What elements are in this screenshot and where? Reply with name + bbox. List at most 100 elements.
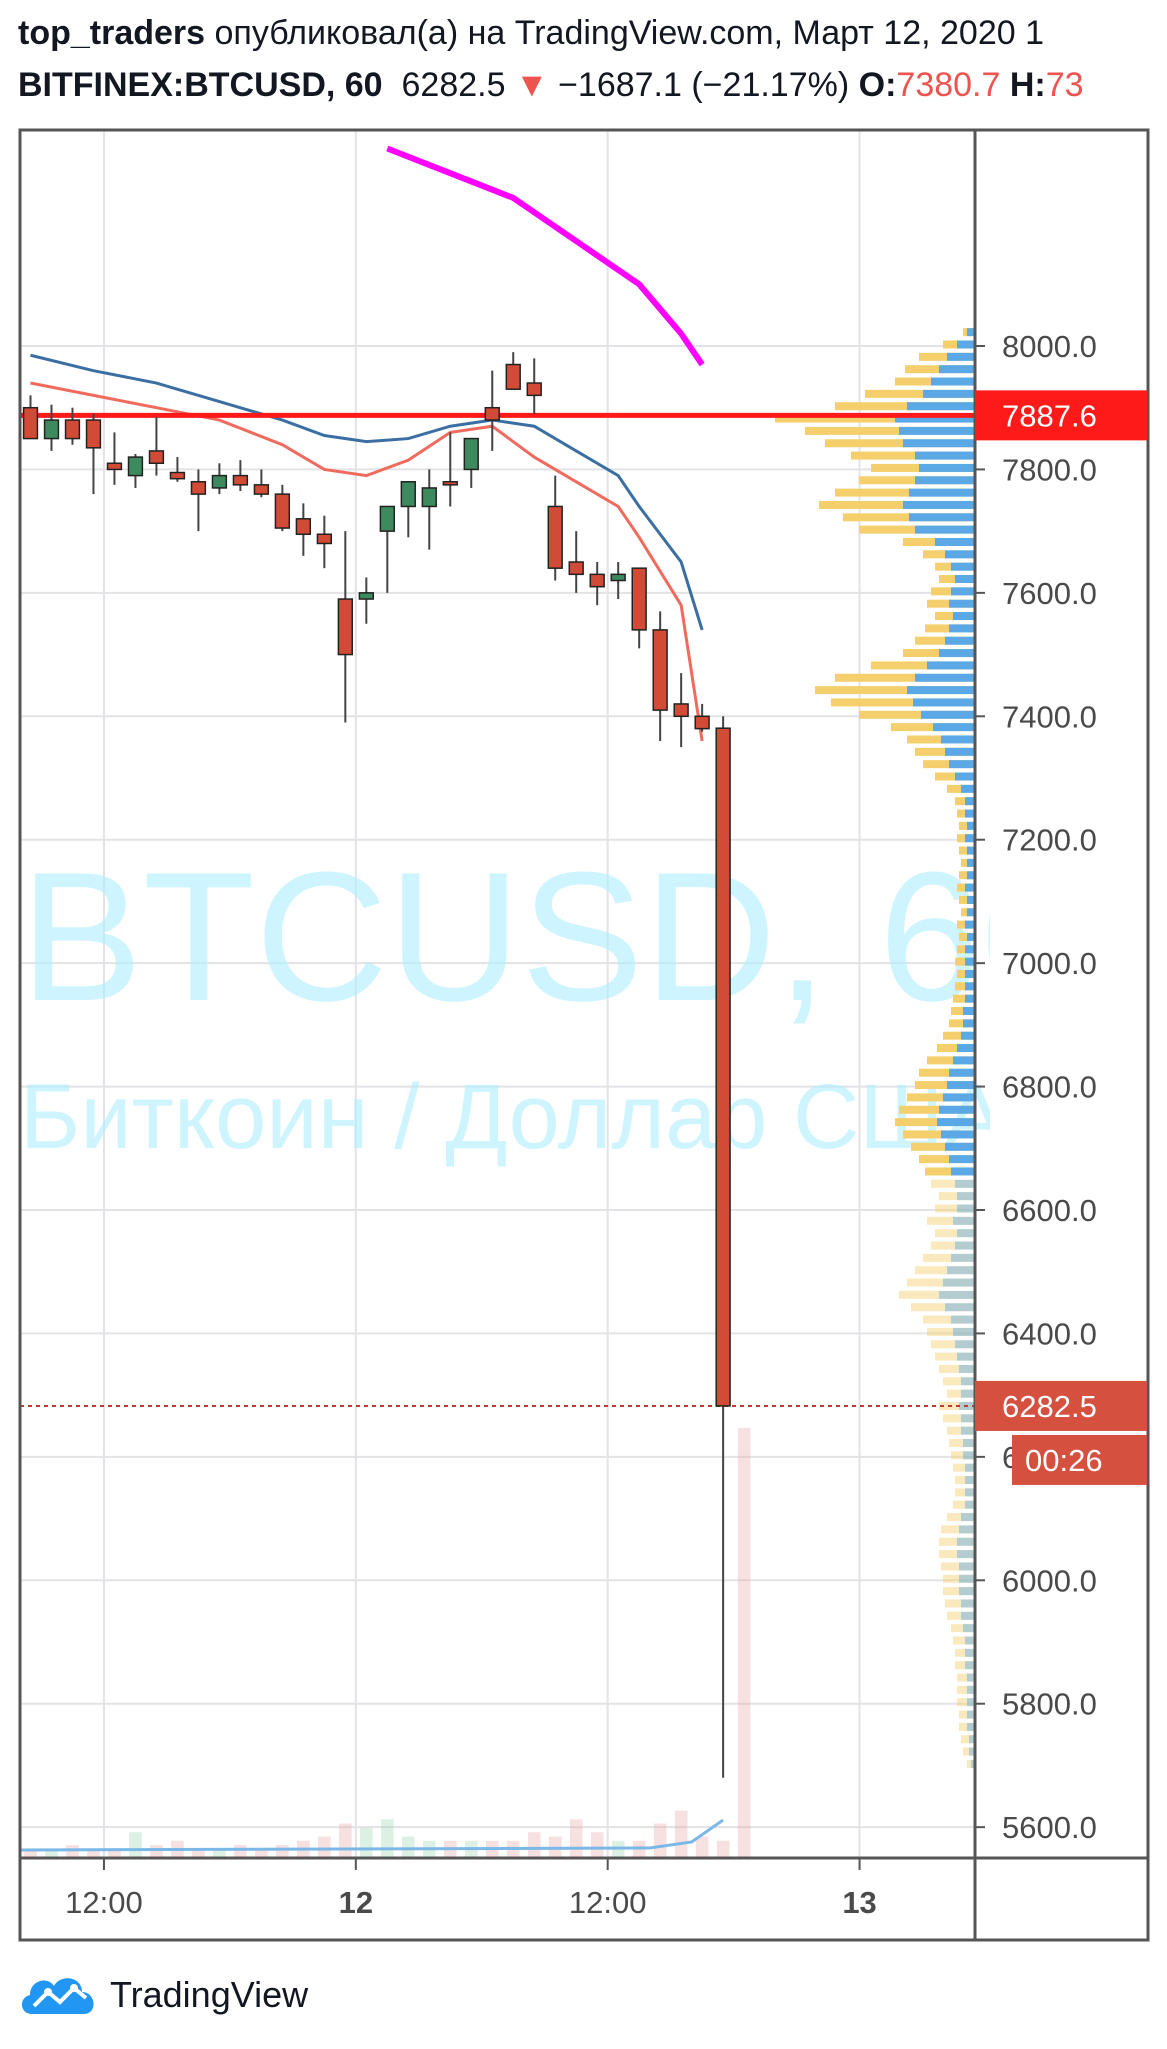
- volume-profile-bar: [953, 1463, 975, 1472]
- volume-profile-bar: [953, 1636, 975, 1645]
- volume-profile-bar: [955, 772, 975, 781]
- candlesticks: [22, 352, 731, 1778]
- price-change: −1687.1 (−21.17%): [558, 66, 850, 104]
- volume-profile-bar: [961, 1426, 975, 1435]
- volume-profile-bar: [941, 1562, 975, 1571]
- author-name[interactable]: top_traders: [18, 14, 206, 52]
- volume-profile-bar: [947, 1389, 975, 1398]
- volume-profile-bar: [967, 1710, 975, 1719]
- volume-profile-bar: [969, 1747, 975, 1756]
- volume-bar: [87, 1849, 100, 1858]
- volume-profile-bar: [957, 340, 975, 349]
- volume-profile-bar: [931, 377, 975, 386]
- tradingview-logo[interactable]: TradingView: [18, 1970, 308, 2020]
- volume-profile-bar: [927, 1216, 975, 1225]
- volume-profile-bar: [919, 1155, 975, 1164]
- volume-profile-bar: [957, 1229, 975, 1238]
- volume-profile-bar: [915, 525, 975, 534]
- volume-profile-bar: [923, 1253, 975, 1262]
- volume-profile-bar: [965, 1500, 975, 1509]
- price-tick-label: 6800.0: [1002, 1070, 1097, 1105]
- candle-body: [505, 363, 521, 390]
- volume-profile-bar: [961, 1389, 975, 1398]
- open-value: 7380.7: [896, 66, 1001, 104]
- volume-bar: [276, 1845, 289, 1858]
- volume-profile-bar: [967, 895, 975, 904]
- volume-bar: [737, 1428, 751, 1858]
- volume-bar: [695, 1836, 709, 1858]
- volume-profile-bar: [937, 1118, 975, 1127]
- price-tick-label: 5600.0: [1002, 1810, 1097, 1845]
- volume-profile-bar: [945, 636, 975, 645]
- volume-profile-bar: [835, 402, 975, 411]
- volume-profile-bar: [927, 1327, 975, 1336]
- volume-profile-bar: [963, 1747, 975, 1756]
- volume-profile-bar: [947, 1513, 975, 1522]
- volume-profile-bar: [951, 562, 975, 571]
- volume-profile-bar: [959, 1525, 975, 1534]
- candle-body: [232, 474, 249, 486]
- volume-profile-bar: [957, 1537, 975, 1546]
- ma-blue-line: [30, 353, 704, 631]
- volume-profile-bar: [967, 1722, 975, 1731]
- volume-profile-bar: [931, 1340, 975, 1349]
- volume-bar: [318, 1836, 331, 1858]
- volume-profile-bar: [911, 1303, 975, 1312]
- volume-profile-bar: [953, 1327, 975, 1336]
- volume-profile-bar: [957, 1550, 975, 1559]
- volume-profile-bar: [961, 1377, 975, 1386]
- time-axis: 12:00 12 12:00 13: [65, 1858, 877, 1920]
- volume-profile-bar: [965, 994, 975, 1003]
- volume-profile-bar: [967, 1673, 975, 1682]
- volume-profile-bar: [959, 1574, 975, 1583]
- volume-profile-bar: [935, 1352, 975, 1361]
- volume-profile-bar: [965, 1463, 975, 1472]
- ma-magenta-line: [386, 145, 705, 367]
- candle-body: [22, 406, 39, 440]
- volume-profile-bar: [965, 1476, 975, 1485]
- volume-profile-bar: [935, 1204, 975, 1213]
- volume-bar: [234, 1845, 247, 1858]
- volume-profile-bar: [923, 389, 975, 398]
- volume-profile-bar: [967, 932, 975, 941]
- volume-profile-bar: [959, 1587, 975, 1596]
- volume-profile-bar: [943, 1377, 975, 1386]
- volume-bar: [150, 1845, 163, 1858]
- volume-profile-bar: [923, 1315, 975, 1324]
- price-tick-label: 7000.0: [1002, 946, 1097, 981]
- volume-profile-bar: [871, 661, 975, 670]
- volume-profile-bar: [951, 587, 975, 596]
- candle-body: [253, 484, 270, 495]
- candle-body: [295, 518, 312, 535]
- price-tick-label: 7200.0: [1002, 823, 1097, 858]
- volume-profile-bar: [967, 821, 975, 830]
- volume-profile-bar: [819, 500, 975, 509]
- candle-body: [64, 419, 81, 440]
- volume-bar: [129, 1832, 142, 1858]
- volume-profile-bar: [943, 1574, 975, 1583]
- volume-bar: [381, 1819, 394, 1858]
- candle-body: [190, 481, 207, 495]
- volume-profile-bar: [967, 871, 975, 880]
- grid-lines: [20, 130, 975, 1858]
- volume-profile-bar: [961, 1599, 975, 1608]
- candle-body: [589, 573, 605, 588]
- price-labels: 7887.6 6282.5 00:26: [975, 390, 1147, 1485]
- volume-profile-bar: [967, 846, 975, 855]
- volume-profile-bar: [965, 982, 975, 991]
- volume-profile-bar: [949, 1439, 975, 1448]
- volume-profile-bar: [955, 1179, 975, 1188]
- volume-profile-bar: [943, 1587, 975, 1596]
- volume-profile-bar: [965, 945, 975, 954]
- volume-profile-bar: [965, 834, 975, 843]
- volume-profile-bar: [931, 1241, 975, 1250]
- volume-profile-bar: [965, 1488, 975, 1497]
- volume-profile-bar: [949, 1155, 975, 1164]
- volume-profile-bar: [895, 414, 975, 423]
- candle-body: [274, 493, 291, 529]
- volume-bar: [255, 1849, 268, 1858]
- candle-body: [337, 598, 354, 656]
- volume-profile-bar: [907, 1278, 975, 1287]
- volume-profile-bar: [831, 698, 975, 707]
